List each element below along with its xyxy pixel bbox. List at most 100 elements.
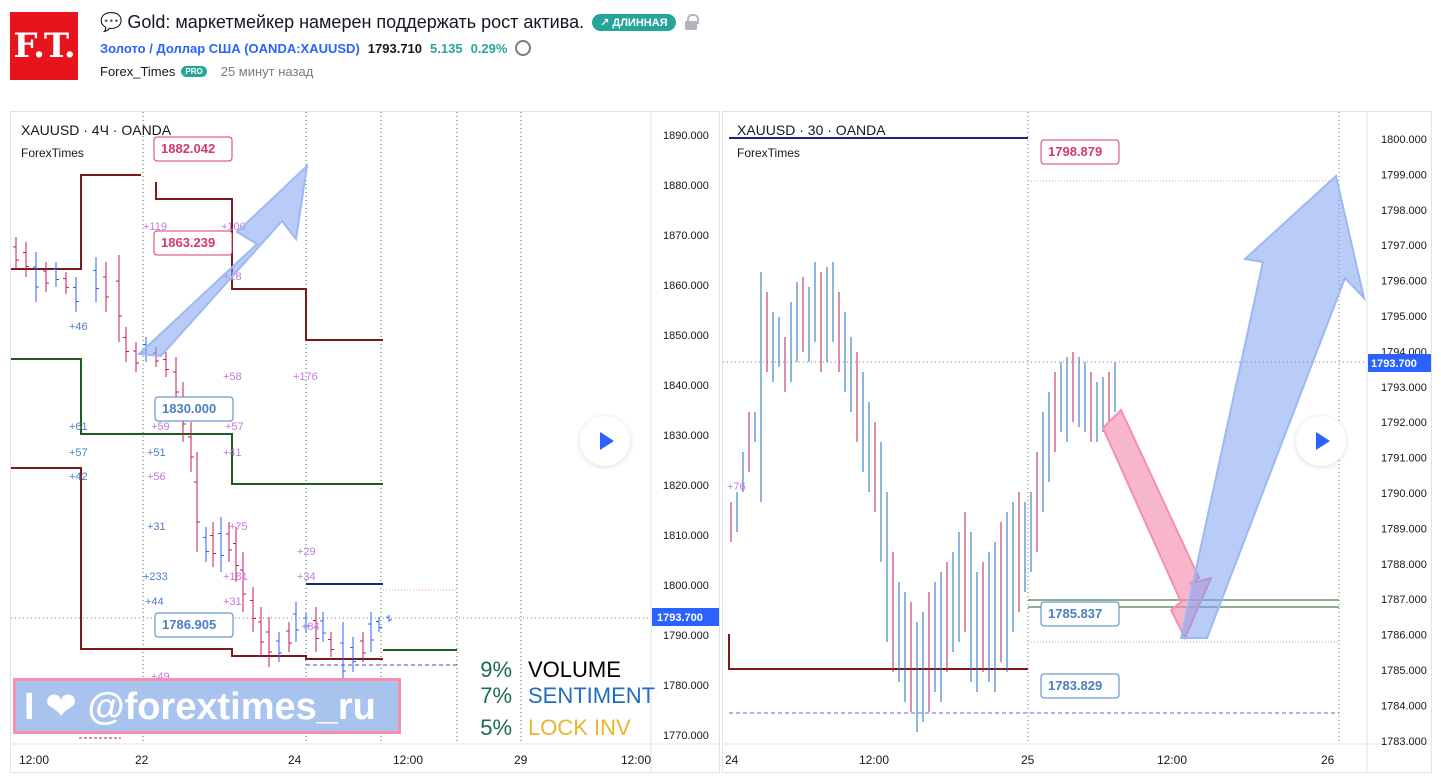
annotation-label: +233 — [143, 571, 168, 583]
legend-sentiment: 7% SENTIMENT — [476, 683, 655, 709]
long-badge: ↗ ДЛИННАЯ — [592, 13, 676, 31]
pro-badge: PRO — [181, 66, 207, 77]
level-label: 1785.837 — [1048, 606, 1102, 621]
legend-label: VOLUME — [528, 657, 621, 682]
alarm-clock-icon[interactable] — [515, 40, 532, 56]
annotation-label: +31 — [147, 521, 166, 533]
x-tick-label: 12:00 — [859, 753, 889, 767]
current-price-tag — [1368, 354, 1431, 372]
level-label-box — [1040, 139, 1120, 165]
y-tick-label: 1787.000 — [1381, 594, 1427, 606]
y-tick-label: 1786.000 — [1381, 630, 1427, 642]
annotation-label: +29 — [297, 546, 316, 558]
annotation-label: +61 — [69, 421, 88, 433]
legend-label: LOCK INV — [528, 715, 631, 740]
level-label-box — [153, 136, 233, 162]
x-tick-label: 12:00 — [19, 753, 49, 767]
play-button[interactable] — [580, 416, 630, 466]
up-arrow — [136, 163, 309, 358]
annotation-label: +59 — [151, 421, 170, 433]
y-tick-label: 1797.000 — [1381, 240, 1427, 252]
support-step — [11, 358, 383, 485]
y-tick-label: 1798.000 — [1381, 205, 1427, 217]
banner-text: I ❤ @forextimes_ru — [24, 685, 376, 728]
annotation-label: +84 — [301, 621, 320, 633]
legend-pct: 5% — [480, 715, 512, 740]
symbol-row: Золото / Доллар США (OANDA:XAUUSD) 1793.… — [100, 40, 532, 56]
level-label-box — [154, 612, 234, 638]
left-chart-panel[interactable]: 1890.000 1880.000 1870.000 1860.000 1850.000… — [10, 111, 720, 773]
annotation-label: +57 — [69, 447, 88, 459]
x-tick-label: 12:00 — [1157, 753, 1187, 767]
y-tick-label: 1850.000 — [663, 330, 709, 342]
y-tick-label: 1788.000 — [1381, 559, 1427, 571]
y-tick-label: 1890.000 — [663, 130, 709, 142]
annotation-label: +51 — [147, 447, 166, 459]
annotation-label: +119 — [143, 221, 167, 233]
legend-label: SENTIMENT — [528, 683, 656, 708]
level-label: 1863.239 — [161, 235, 215, 250]
y-tick-label: 1792.000 — [1381, 417, 1427, 429]
idea-title: 💬 Gold: маркетмейкер намерен поддержать … — [100, 11, 585, 32]
annotation-label: +41 — [223, 447, 242, 459]
level-label: 1783.829 — [1048, 678, 1102, 693]
legend-pct: 7% — [480, 683, 512, 708]
level-label: 1786.905 — [162, 617, 216, 632]
legend-pct: 9% — [480, 657, 512, 682]
annotation-label: +75 — [229, 521, 248, 533]
level-label: 1798.879 — [1048, 144, 1102, 159]
level-label-box — [154, 396, 234, 422]
level-label-box — [1040, 673, 1120, 699]
title-row: 💬 Gold: маркетмейкер намерен поддержать … — [100, 10, 699, 34]
y-tick-label: 1783.000 — [1381, 736, 1427, 748]
annotation-label: +56 — [147, 471, 166, 483]
y-tick-label: 1870.000 — [663, 230, 709, 242]
right-chart-panel[interactable]: 1800.000 1799.000 1798.000 1797.000 1796.000… — [722, 111, 1432, 773]
y-tick-label: 1770.000 — [663, 730, 709, 742]
y-tick-label: 1810.000 — [663, 530, 709, 542]
author-row: Forex_Times PRO 25 минут назад — [100, 64, 313, 79]
annotation-label: +34 — [297, 571, 316, 583]
annotation-label: +58 — [223, 371, 242, 383]
x-tick-label: 12:00 — [393, 753, 423, 767]
up-arrow — [1179, 174, 1366, 639]
annotation-label: +181 — [223, 571, 248, 583]
y-tick-label: 1799.000 — [1381, 169, 1427, 181]
idea-header: F.T. 💬 Gold: маркетмейкер намерен поддер… — [0, 0, 1441, 100]
level-label: 1882.042 — [161, 141, 215, 156]
annotation-label: +42 — [69, 471, 88, 483]
right-chart-watermark: ForexTimes — [737, 146, 800, 160]
y-tick-label: 1800.000 — [1381, 134, 1427, 146]
symbol-change-pct: 0.29% — [470, 40, 508, 56]
y-tick-label: 1780.000 — [663, 680, 709, 692]
play-button-right[interactable] — [1296, 416, 1346, 466]
x-tick-label: 29 — [514, 753, 528, 767]
annotation-label: +44 — [145, 596, 164, 608]
resistance-step — [155, 182, 383, 341]
x-tick-label: 25 — [1021, 753, 1035, 767]
y-tick-label: 1789.000 — [1381, 523, 1427, 535]
x-tick-label: 26 — [1321, 753, 1335, 767]
y-tick-label: 1785.000 — [1381, 665, 1427, 677]
y-tick-label: 1880.000 — [663, 180, 709, 192]
resistance-step — [728, 634, 1028, 670]
author-name[interactable]: Forex_Times — [100, 64, 176, 79]
y-tick-label: 1795.000 — [1381, 311, 1427, 323]
y-tick-label: 1820.000 — [663, 480, 709, 492]
annotation-label: +176 — [293, 371, 318, 383]
y-tick-label: 1840.000 — [663, 380, 709, 392]
y-tick-label: 1790.000 — [1381, 488, 1427, 500]
y-tick-label: 1796.000 — [1381, 276, 1427, 288]
left-chart-watermark: ForexTimes — [21, 146, 84, 160]
annotation-label: +76 — [727, 481, 746, 493]
y-tick-label: 1791.000 — [1381, 453, 1427, 465]
symbol-link[interactable]: Золото / Доллар США (OANDA:XAUUSD) — [100, 40, 360, 56]
brand-logo[interactable]: F.T. — [10, 12, 78, 80]
symbol-price: 1793.710 — [367, 40, 423, 56]
resistance-step — [11, 467, 383, 660]
promo-banner: I ❤ @forextimes_ru — [13, 678, 401, 734]
right-chart-svg: 1800.000 1799.000 1798.000 1797.000 1796.000… — [723, 112, 1431, 772]
published-time: 25 минут назад — [220, 64, 314, 79]
right-chart-title: XAUUSD · 30 · OANDA — [737, 122, 886, 138]
annotation-label: +31 — [223, 596, 242, 608]
